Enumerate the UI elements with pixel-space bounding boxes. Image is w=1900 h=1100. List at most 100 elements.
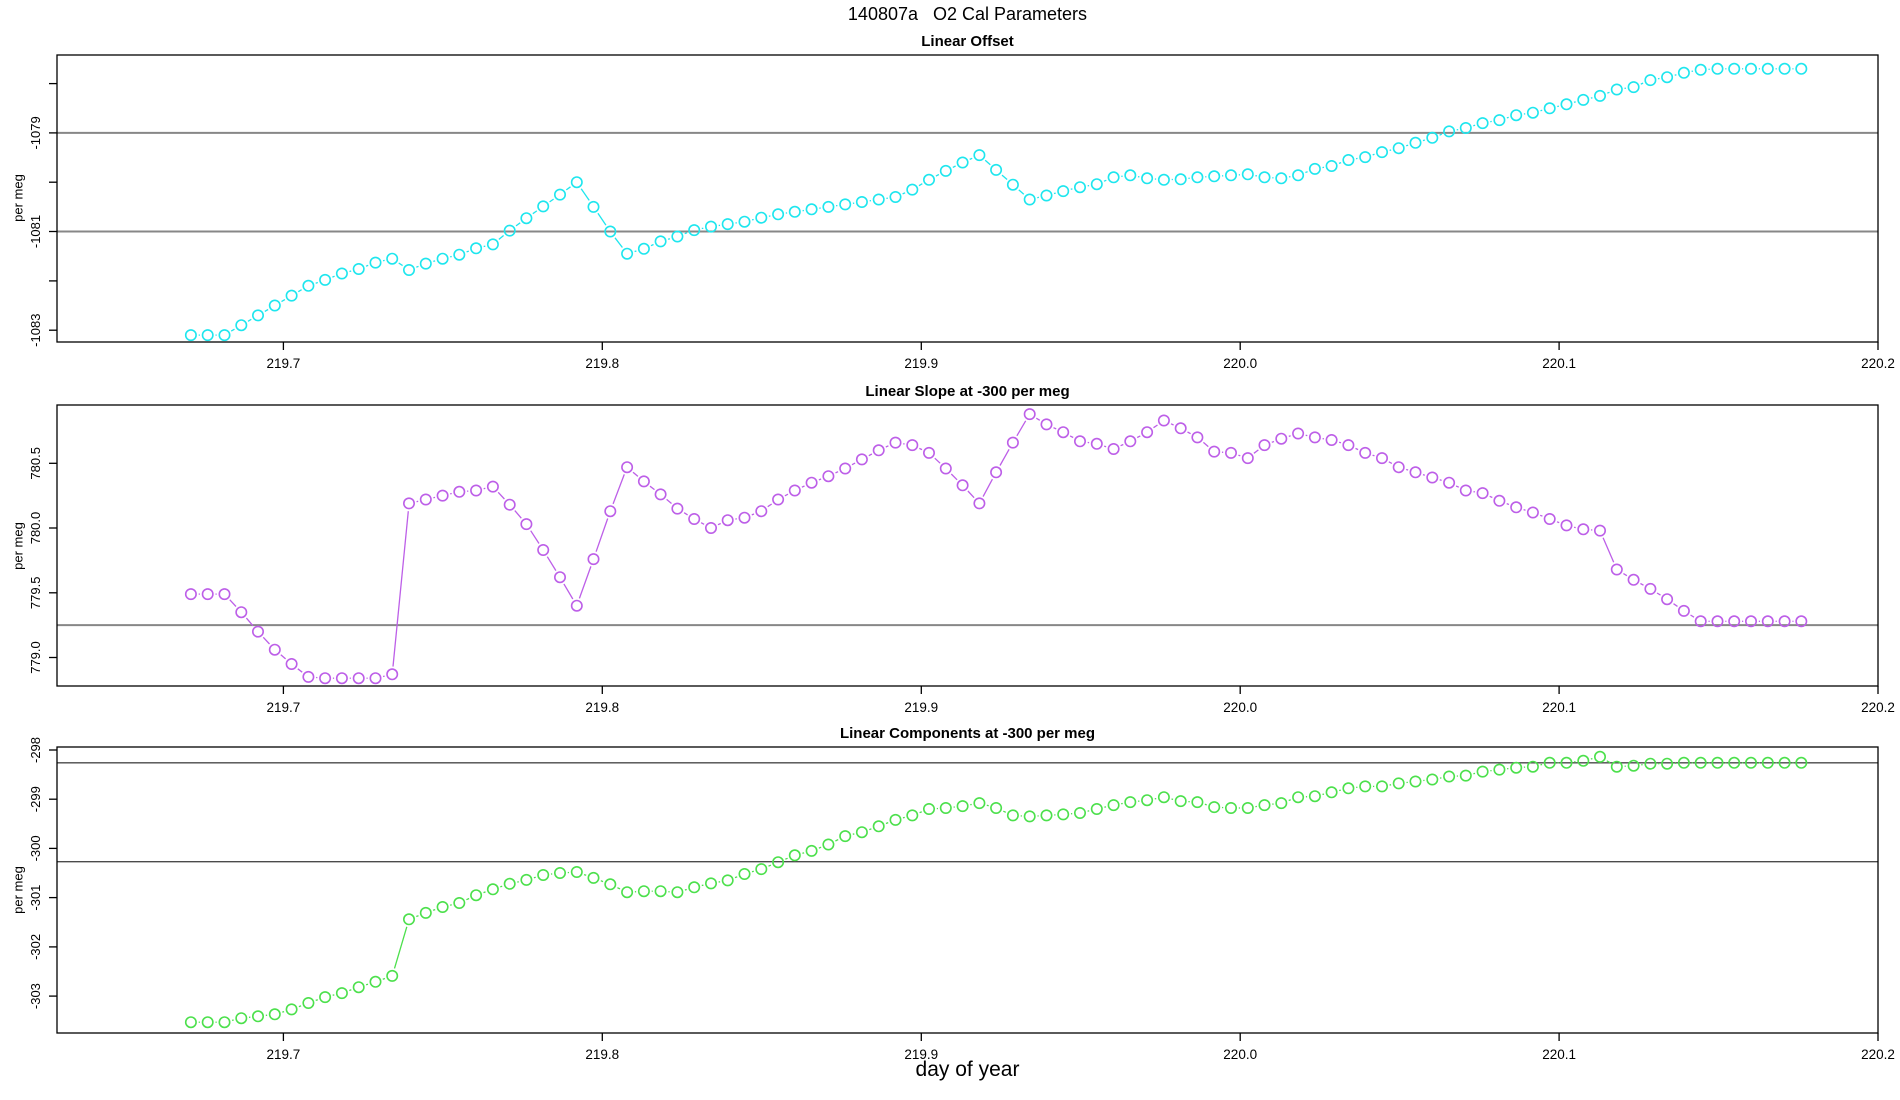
data-point <box>1258 799 1271 812</box>
series-segment <box>1372 153 1375 156</box>
series-segment <box>1640 582 1644 586</box>
series-segment <box>617 887 621 890</box>
series-segment <box>918 183 923 187</box>
x-tick-label: 219.7 <box>267 356 301 371</box>
data-point <box>1325 786 1338 799</box>
series-segment <box>634 250 637 253</box>
series-segment <box>684 232 688 235</box>
data-point <box>1275 797 1288 810</box>
series-segment <box>549 198 554 203</box>
series-segment <box>1253 449 1259 454</box>
data-point <box>1459 769 1472 782</box>
data-point <box>1325 433 1338 446</box>
data-point <box>1493 763 1506 776</box>
series-segment <box>751 870 754 873</box>
data-point <box>1241 801 1254 814</box>
data-point <box>1191 796 1204 809</box>
data-point <box>252 1010 265 1023</box>
data-point <box>1141 172 1154 185</box>
data-point <box>1174 422 1187 435</box>
data-point <box>855 453 868 466</box>
x-tick-label: 219.9 <box>904 700 938 715</box>
data-point <box>1526 760 1539 773</box>
series-segment <box>398 262 403 267</box>
data-point <box>352 981 365 994</box>
series-segment <box>1406 468 1409 471</box>
data-point <box>1459 484 1472 497</box>
data-point <box>1074 806 1087 819</box>
data-point <box>319 273 332 286</box>
x-tick-label: 219.8 <box>585 1047 619 1062</box>
data-point <box>1677 756 1690 769</box>
data-point <box>1594 750 1607 763</box>
series-segment <box>230 328 235 332</box>
data-point <box>889 191 902 204</box>
data-point <box>1627 573 1640 586</box>
series-segment <box>1053 427 1057 430</box>
data-point <box>1023 408 1036 421</box>
series-segment <box>666 498 672 504</box>
data-point <box>1225 446 1238 459</box>
data-point <box>654 885 667 898</box>
series-segment <box>1422 139 1426 142</box>
series-segment <box>500 885 503 888</box>
series-segment <box>818 846 822 849</box>
data-point <box>1057 426 1070 439</box>
x-tick-label: 220.0 <box>1223 356 1257 371</box>
series-segment <box>1473 124 1476 127</box>
series-segment <box>1372 454 1375 457</box>
data-point <box>1157 173 1170 186</box>
data-point <box>1275 172 1288 185</box>
series-segment <box>902 816 905 819</box>
data-point <box>922 802 935 815</box>
panel-border <box>56 54 1879 343</box>
data-point <box>1208 445 1221 458</box>
data-point <box>1006 436 1019 449</box>
data-point <box>537 200 550 213</box>
data-point <box>201 329 214 342</box>
data-point <box>939 801 952 814</box>
data-point <box>772 208 785 221</box>
data-point <box>453 248 466 261</box>
data-point <box>1141 794 1154 807</box>
series-segment <box>280 654 287 660</box>
data-point <box>587 553 600 566</box>
series-segment <box>986 804 989 807</box>
data-point <box>1661 71 1674 84</box>
data-point <box>235 319 248 332</box>
panel-linear-components: -298 -299 -300 -301 -302 -303 219.7 219.8 219.9 2… <box>28 737 1895 1062</box>
x-tick-label: 220.2 <box>1861 1047 1895 1062</box>
series-segment <box>466 897 470 901</box>
data-point <box>1644 74 1657 87</box>
data-point <box>570 865 583 878</box>
data-point <box>1661 593 1674 606</box>
data-point <box>1191 171 1204 184</box>
data-point <box>855 196 868 209</box>
data-point <box>470 889 483 902</box>
y-tick-label: 780.5 <box>28 447 43 480</box>
data-point <box>1694 615 1707 628</box>
series-segment <box>1288 799 1291 802</box>
y-tick-label: -1081 <box>28 215 43 248</box>
data-point <box>319 991 332 1004</box>
data-point <box>1728 62 1741 75</box>
data-point <box>1577 93 1590 106</box>
series-segment <box>1506 502 1510 506</box>
y-tick-label: -302 <box>28 934 43 960</box>
series-segment <box>432 908 436 911</box>
data-point <box>839 462 852 475</box>
data-point <box>453 485 466 498</box>
data-point <box>1308 431 1321 444</box>
data-point <box>1426 131 1439 144</box>
series-segment <box>984 159 991 166</box>
data-point <box>822 838 835 851</box>
data-point <box>688 512 701 525</box>
data-point <box>1124 796 1137 809</box>
data-point <box>621 886 634 899</box>
series-segment <box>1673 603 1678 607</box>
data-point <box>503 498 516 511</box>
series-segments <box>198 417 1794 679</box>
series-segment <box>365 264 369 267</box>
data-point <box>1174 173 1187 186</box>
y-tick-label: -1079 <box>28 116 43 149</box>
